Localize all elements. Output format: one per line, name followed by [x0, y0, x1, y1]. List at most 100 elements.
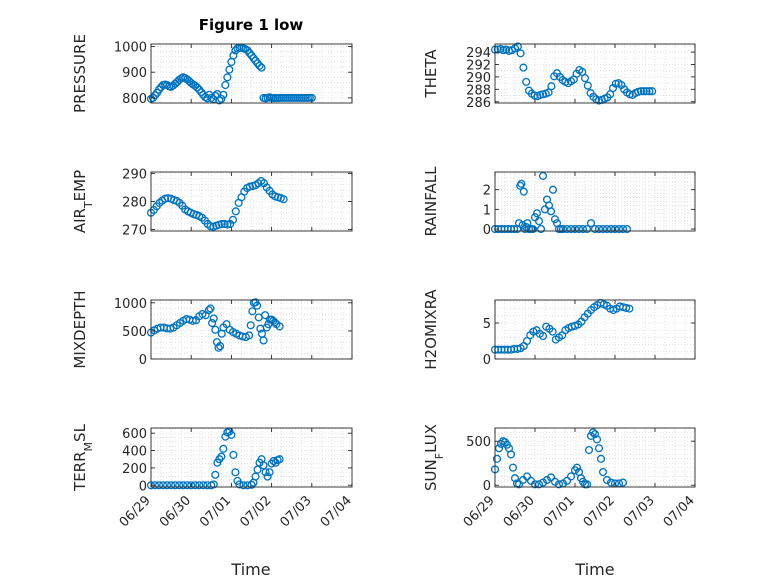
data-point — [594, 444, 604, 453]
data-point — [550, 215, 560, 224]
data-point — [590, 224, 600, 234]
data-point — [639, 87, 648, 96]
data-point — [516, 49, 525, 58]
y-axis-label-air-temp: AIRTEMP — [71, 170, 95, 233]
subplot-pressure: 800 900 1000 PRESSURE — [71, 34, 353, 113]
data-point — [246, 321, 255, 330]
y-tick-label: 1000 — [114, 297, 147, 312]
data-point — [519, 63, 528, 72]
data-point — [528, 224, 538, 234]
data-point — [187, 481, 196, 490]
data-point — [534, 217, 544, 226]
data-point — [578, 224, 588, 234]
y-tick-label: 1 — [483, 203, 491, 218]
y-tick-label: 2 — [483, 184, 491, 199]
data-point — [225, 65, 234, 74]
data-point — [508, 463, 518, 472]
data-point — [217, 452, 226, 461]
data-point — [519, 187, 528, 196]
data-point — [219, 444, 228, 453]
x-axis-label-right: Time — [574, 560, 614, 579]
data-point — [191, 481, 200, 490]
data-point — [270, 318, 279, 327]
data-point — [602, 224, 612, 234]
data-point — [275, 322, 284, 331]
data-point — [618, 224, 628, 234]
data-point — [517, 179, 526, 188]
axes-box-pressure — [150, 43, 353, 104]
grid-terr-msl — [151, 428, 352, 487]
y-tick-label: 900 — [122, 66, 147, 81]
data-point — [566, 472, 576, 481]
data-point — [209, 314, 218, 323]
y-tick-label: 290 — [122, 167, 147, 182]
data-point — [538, 171, 548, 180]
x-tick-label: 06/30 — [501, 493, 538, 530]
grid-pressure — [151, 44, 352, 103]
data-point — [214, 343, 223, 352]
data-point — [259, 461, 268, 470]
subplot-rainfall: 0 1 2 RAINFALL — [422, 166, 696, 238]
data-point — [582, 224, 592, 234]
data-point — [598, 467, 608, 477]
data-point — [195, 481, 204, 490]
x-axis-label-left: Time — [230, 560, 270, 579]
data-point — [510, 224, 519, 234]
data-point — [562, 476, 572, 485]
y-tick-label: 290 — [466, 71, 491, 86]
data-point — [263, 472, 272, 481]
data-point — [167, 481, 176, 490]
data-point — [229, 450, 238, 459]
y-tick-label: 270 — [122, 224, 147, 239]
y-tick-label: 5 — [483, 317, 491, 332]
series-air-temp — [146, 176, 288, 231]
data-point — [606, 224, 616, 234]
data-point — [253, 301, 262, 310]
data-point — [625, 304, 634, 313]
data-point — [159, 481, 168, 490]
data-point — [209, 480, 218, 489]
data-point — [228, 215, 238, 224]
y-tick-label: 292 — [466, 58, 491, 73]
data-point — [255, 61, 264, 70]
data-point — [510, 474, 520, 483]
data-point — [221, 80, 230, 90]
data-point — [618, 478, 628, 487]
data-point — [580, 74, 590, 83]
x-tick-label: 07/01 — [197, 493, 234, 530]
data-point — [522, 77, 531, 86]
y-tick-label: 0 — [139, 353, 147, 368]
axes-box-h2omixra — [494, 299, 696, 360]
y-tick-label: 800 — [122, 92, 147, 107]
series-terr-msl — [146, 427, 284, 490]
data-point — [534, 480, 544, 489]
y-axis-label-h2omixra: H2OMIXRA — [422, 289, 440, 370]
y-axis-label-mixdepth: MIXDEPTH — [71, 290, 89, 368]
data-point — [606, 478, 616, 487]
x-tick-label: 07/02 — [237, 493, 274, 530]
data-point — [546, 473, 556, 482]
subplot-h2omixra: 0 5 H2OMIXRA — [422, 289, 696, 370]
data-point — [188, 316, 197, 325]
data-point — [513, 42, 522, 51]
y-axis-label-sun-flux: SUNFLUX — [422, 424, 446, 491]
data-point — [259, 336, 268, 345]
axes-box-terr-msl — [150, 427, 353, 488]
data-point — [163, 481, 172, 490]
data-point — [538, 331, 548, 341]
data-point — [622, 303, 631, 312]
series-mixdepth — [146, 298, 284, 352]
data-point — [536, 224, 546, 234]
y-tick-label: 0 — [483, 353, 491, 368]
subplot-sun-flux: 0 500 06/29 06/30 07/01 07/02 07/03 07/04 SUNFLU… — [422, 424, 698, 530]
data-point — [570, 224, 580, 234]
data-point — [550, 477, 560, 486]
data-point — [492, 454, 502, 463]
data-point — [642, 87, 651, 96]
data-point — [566, 224, 576, 234]
y-tick-label: 1000 — [114, 41, 147, 56]
data-point — [592, 435, 602, 444]
data-point — [193, 83, 202, 92]
